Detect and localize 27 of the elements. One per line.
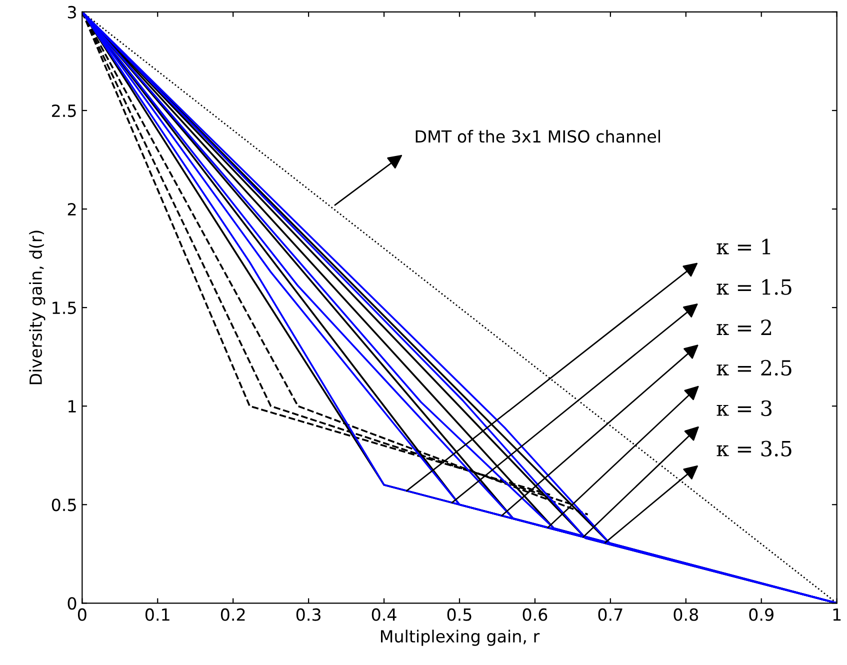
x-tick-label: 0.9 xyxy=(749,608,774,621)
y-tick-label: 1.5 xyxy=(52,302,76,314)
annotation: DMT of the 3x1 MISO channel xyxy=(416,130,660,143)
annotation: κ = 2.5 xyxy=(716,360,792,376)
x-tick-label: 0.4 xyxy=(372,608,396,621)
annotation: κ = 3.5 xyxy=(716,440,792,456)
x-axis-title: Multiplexing gain, r xyxy=(380,630,540,646)
y-tick-label: 0 xyxy=(68,597,76,610)
x-tick-label: 0.2 xyxy=(220,608,245,621)
y-tick-label: 3 xyxy=(68,6,76,19)
x-tick-label: 1 xyxy=(833,608,841,621)
y-tick-label: 0.5 xyxy=(52,498,76,512)
annotation: κ = 1 xyxy=(716,238,770,254)
y-tick-label: 2 xyxy=(68,202,76,216)
x-tick-label: 0.7 xyxy=(598,608,622,621)
annotation: κ = 3 xyxy=(716,400,772,416)
y-axis-title: Diversity gain, d(r) xyxy=(29,230,46,384)
x-tick-label: 0.1 xyxy=(145,608,170,621)
x-tick-label: 0.6 xyxy=(522,608,548,621)
x-tick-label: 0 xyxy=(78,608,86,621)
annotation: κ = 2 xyxy=(716,320,772,335)
x-tick-label: 0.5 xyxy=(447,608,472,621)
y-tick-label: 1 xyxy=(68,400,76,412)
y-tick-label: 2.5 xyxy=(52,104,76,118)
x-tick-label: 0.8 xyxy=(674,608,698,621)
annotation: κ = 1.5 xyxy=(716,279,792,295)
x-tick-label: 0.3 xyxy=(296,608,320,621)
